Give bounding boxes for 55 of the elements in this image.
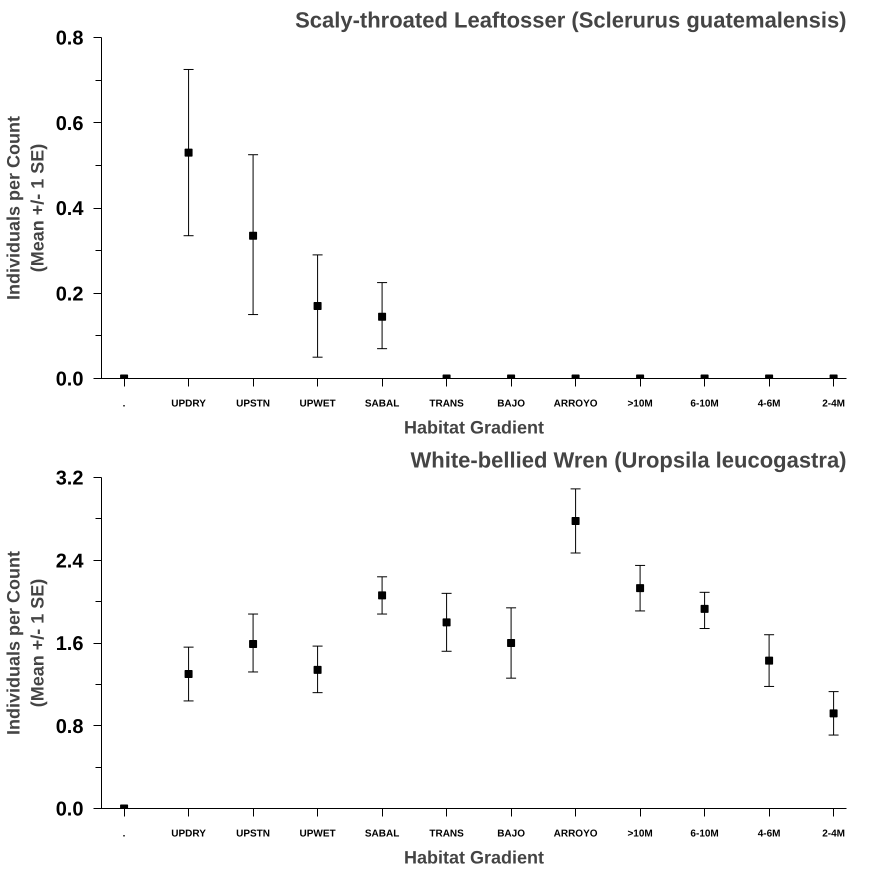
x-tick-label: UPWET [300, 398, 336, 410]
x-tick-label: TRANS [429, 828, 464, 840]
point [507, 639, 516, 647]
y-tick-label: 0.8 [56, 716, 84, 738]
x-tick-label: BAJO [497, 828, 526, 840]
point [314, 666, 322, 674]
x-tick-label: . [122, 828, 126, 840]
y-tick-label: 3.2 [56, 468, 84, 490]
y-tick-label: 2.4 [56, 550, 84, 572]
x-tick-label: UPDRY [171, 828, 206, 840]
y-tick-label: 0.8 [56, 28, 84, 50]
x-tick-label: >10M [627, 398, 653, 410]
point [249, 232, 258, 240]
y-tick-label: 0.0 [56, 798, 84, 820]
x-tick-label: . [122, 398, 126, 410]
x-tick-label: SABAL [364, 828, 400, 840]
x-tick-label: 4-6M [758, 828, 781, 840]
x-tick-label: ARROYO [554, 828, 598, 840]
x-tick-label: >10M [627, 828, 653, 840]
point [765, 656, 774, 665]
y-axis-title: Individuals per Count (Mean +/- 1 SE) [4, 116, 48, 300]
x-tick-label: 4-6M [758, 398, 781, 410]
x-tick-label: 6-10M [690, 398, 719, 410]
point [830, 709, 838, 718]
x-tick-label: BAJO [497, 398, 526, 410]
x-tick-label: UPWET [300, 828, 336, 840]
x-tick-label: ARROYO [554, 398, 598, 410]
x-axis-title: Habitat Gradient [404, 848, 544, 868]
point [378, 312, 386, 321]
chart-title: Scaly-throated Leaftosser (Sclerurus guatemalensis) [295, 8, 847, 32]
point [378, 591, 386, 600]
x-tick-label: SABAL [364, 398, 400, 410]
point [636, 584, 644, 592]
x-tick-label: 2-4M [822, 398, 846, 410]
y-tick-label: 0.2 [56, 283, 84, 306]
y-tick-label: 0.4 [56, 198, 84, 220]
y-axis-title: Individuals per Count (Mean +/- 1 SE) [4, 550, 48, 736]
point [249, 640, 258, 648]
point [184, 148, 193, 157]
x-tick-label: 2-4M [822, 828, 846, 840]
y-tick-label: 0.0 [56, 368, 84, 390]
point [700, 604, 709, 613]
y-tick-label: 1.6 [56, 633, 84, 655]
x-tick-label: TRANS [429, 398, 464, 410]
point [572, 516, 580, 525]
x-axis-title: Habitat Gradient [404, 418, 544, 438]
point [184, 670, 193, 678]
point [442, 618, 451, 626]
point [314, 302, 322, 310]
x-tick-label: UPSTN [236, 398, 270, 410]
x-tick-label: 6-10M [690, 828, 719, 840]
chart-title: White-bellied Wren (Uropsila leucogastra) [410, 448, 847, 472]
y-tick-label: 0.6 [56, 112, 84, 135]
x-tick-label: UPSTN [236, 828, 270, 840]
x-tick-label: UPDRY [171, 398, 206, 410]
